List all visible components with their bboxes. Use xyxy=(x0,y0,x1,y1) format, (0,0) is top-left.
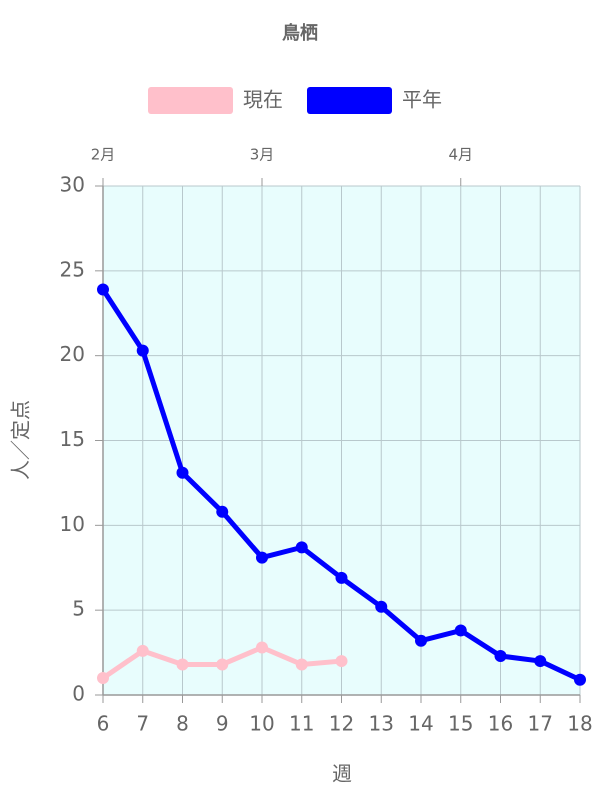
data-point xyxy=(335,655,348,668)
y-tick-label: 25 xyxy=(60,257,85,281)
x2-tick-label: 2月 xyxy=(91,146,116,164)
x-tick-label: 16 xyxy=(488,712,513,736)
y-tick-label: 30 xyxy=(60,173,85,197)
x-tick-label: 13 xyxy=(369,712,394,736)
legend-label: 平年 xyxy=(402,88,442,112)
x-tick-label: 7 xyxy=(136,712,149,736)
data-point xyxy=(256,641,268,654)
x-axis-label: 週 xyxy=(332,762,352,786)
y-tick-label: 0 xyxy=(72,682,85,706)
data-point xyxy=(454,624,467,637)
data-point xyxy=(534,655,547,668)
data-point xyxy=(256,551,268,564)
x2-tick-label: 4月 xyxy=(448,146,473,164)
y-tick-label: 5 xyxy=(72,597,85,621)
chart-title: 鳥栖 xyxy=(282,22,318,44)
data-point xyxy=(176,658,189,671)
data-point xyxy=(574,673,586,686)
x-tick-label: 15 xyxy=(448,712,473,736)
y-tick-label: 10 xyxy=(60,512,85,536)
x-tick-label: 17 xyxy=(528,712,553,736)
data-point xyxy=(415,634,427,647)
x-tick-label: 14 xyxy=(408,712,433,736)
data-point xyxy=(97,672,109,685)
data-point xyxy=(216,658,229,671)
legend-swatch xyxy=(307,87,392,114)
x2-tick-label: 3月 xyxy=(250,146,275,164)
x-tick-label: 18 xyxy=(567,712,592,736)
data-point xyxy=(136,644,149,657)
x-tick-label: 11 xyxy=(289,712,314,736)
data-point xyxy=(216,505,229,518)
data-point xyxy=(494,649,507,662)
legend-label: 現在 xyxy=(243,88,283,112)
x-tick-label: 12 xyxy=(329,712,354,736)
data-point xyxy=(176,466,189,479)
data-point xyxy=(295,541,308,554)
data-point xyxy=(335,571,348,584)
x-tick-label: 8 xyxy=(176,712,189,736)
data-point xyxy=(295,658,308,671)
data-point xyxy=(97,283,109,296)
y-tick-label: 20 xyxy=(60,342,85,366)
x-tick-label: 6 xyxy=(97,712,110,736)
x-tick-label: 9 xyxy=(216,712,229,736)
x-tick-label: 10 xyxy=(249,712,274,736)
data-point xyxy=(375,600,388,613)
y-tick-label: 15 xyxy=(60,427,85,451)
y-axis-label: 人／定点 xyxy=(9,400,33,480)
data-point xyxy=(136,344,149,357)
legend-swatch xyxy=(148,87,233,114)
